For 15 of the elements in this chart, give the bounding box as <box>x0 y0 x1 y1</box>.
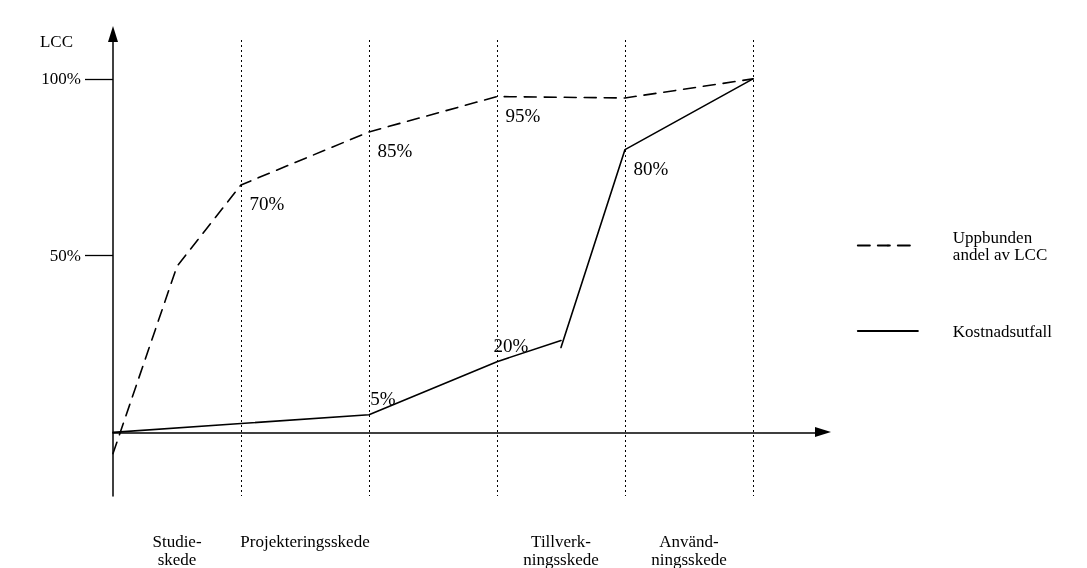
data-label: 80% <box>633 157 669 179</box>
legend-label: Kostnadsutfall <box>952 321 1053 341</box>
x-tick-label: Tillverk- ningsskede <box>523 531 599 568</box>
y-tick-label: 50% <box>49 246 81 266</box>
data-label: 5% <box>370 387 396 409</box>
x-tick-label: Projekteringsskede <box>240 531 370 551</box>
data-label: 70% <box>249 192 285 214</box>
data-label: 95% <box>505 104 541 126</box>
x-tick-label: Studie- skede <box>152 531 202 568</box>
data-label: 85% <box>377 139 413 161</box>
x-tick-label: Använd- ningsskede <box>651 531 727 568</box>
y-tick-label: 100% <box>41 69 81 89</box>
data-label: 20% <box>493 334 529 356</box>
legend-label: Uppbunden andel av LCC <box>952 227 1048 264</box>
y-axis-title: LCC <box>39 32 73 51</box>
